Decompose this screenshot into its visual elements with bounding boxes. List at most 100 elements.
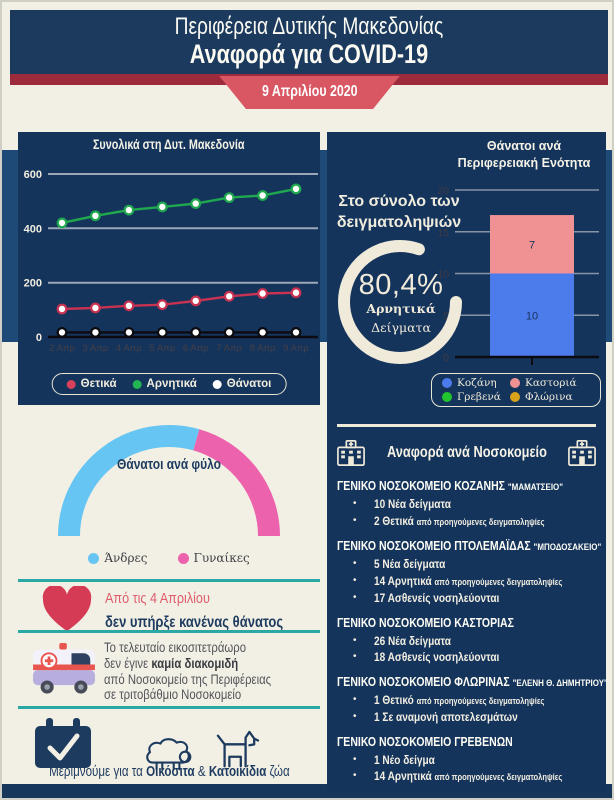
legend-dot (66, 379, 76, 389)
transfer-line2: δεν έγινε (104, 655, 152, 671)
legend-dot (212, 379, 222, 389)
section-divider (337, 424, 596, 427)
bar-chart-title: Θάνατοι ανά Περιφερειακή Ενότητα (457, 139, 591, 170)
hospital-name: ΓΕΝΙΚΟ ΝΟΣΟΚΟΜΕΙΟ ΦΛΩΡΙΝΑΣ "ΕΛΕΝΗ Θ. ΔΗΜ… (337, 674, 608, 689)
sheep-icon (146, 738, 192, 771)
legend-label: Γυναίκες (193, 551, 250, 565)
gauge-legend: Άνδρες Γυναίκες (18, 551, 320, 565)
hospital-stat: • 18 Ασθενείς νοσηλεύονται (337, 649, 599, 666)
x-tick-label: 9 Απρ (283, 343, 309, 354)
legend-label: Θάνατοι (226, 378, 272, 390)
y-tick-label: 5 (443, 310, 449, 322)
line-chart: 0 200 400 600 2 Απρ 3 Απρ 4 Απρ 5 Απρ 6 Απρ 7 Απρ… (24, 169, 318, 354)
teal-divider (18, 630, 320, 633)
x-tick-label: 4 Απρ (116, 343, 142, 354)
bullet-dot: • (353, 651, 357, 662)
legend-item: Άνδρες (88, 551, 148, 565)
ambulance-icon (33, 642, 95, 694)
donut-chart (338, 240, 462, 364)
legend-dot (88, 552, 100, 564)
line-chart-legend: Θετικά Αρνητικά Θάνατοι (51, 373, 287, 395)
gauge-title: Θάνατοι ανά φύλο (117, 456, 221, 473)
y-tick-label: 0 (443, 352, 449, 364)
stat-value: 10 Νέα δείγματα (374, 497, 451, 511)
calendar-check-icon (35, 718, 91, 768)
data-point (123, 300, 135, 312)
teal-divider (18, 579, 320, 582)
bar-value-label: 7 (529, 239, 535, 251)
legend-item: Γρεβενά (442, 391, 510, 403)
bullet-dot: • (353, 558, 357, 569)
transfer-line3: από Νοσοκομείο της Περιφέρειας (104, 671, 272, 687)
stat-value: 1 Σε αναμονή αποτελεσμάτων (374, 710, 518, 724)
data-point (123, 204, 135, 216)
hospital-annex-name: "ΕΛΕΝΗ Θ. ΔΗΜΗΤΡΙΟΥ" (512, 677, 608, 689)
data-point (223, 290, 235, 302)
hospital-stat: • 17 Ασθενείς νοσηλεύονται (337, 590, 599, 607)
hospital-stat: • 1 Σε αναμονή αποτελεσμάτων (337, 709, 599, 726)
y-tick-label: 200 (24, 278, 42, 290)
hospital-stat: • 10 Νέα δείγματα (337, 496, 599, 513)
hospital-annex-name: "ΜΠΟΔΟΣΑΚΕΙΟ" (533, 542, 602, 553)
data-point (290, 326, 302, 338)
series-line (61, 187, 297, 225)
hospital-name: ΓΕΝΙΚΟ ΝΟΣΟΚΟΜΕΙΟ ΓΡΕΒΕΝΩΝ (337, 734, 513, 749)
stat-value: 18 Ασθενείς νοσηλεύονται (374, 650, 500, 664)
series-line (61, 291, 297, 311)
data-point (89, 210, 101, 222)
legend-label: Άνδρες (104, 551, 148, 565)
legend-dot (510, 378, 520, 388)
data-point (89, 326, 101, 338)
header: Περιφέρεια Δυτικής Μακεδονίας Αναφορά γι… (10, 10, 608, 74)
hospital-entry: ΓΕΝΙΚΟ ΝΟΣΟΚΟΜΕΙΟ ΓΡΕΒΕΝΩΝ • 1 Νέο δείγμα •… (337, 735, 599, 786)
data-point (257, 288, 269, 299)
bullet-dot: • (353, 770, 357, 781)
negative-percentage: 80,4% (358, 269, 444, 301)
legend-dot (132, 379, 142, 389)
dog-icon (216, 730, 260, 768)
hospital-entry: ΓΕΝΙΚΟ ΝΟΣΟΚΟΜΕΙΟ ΠΤΟΛΕΜΑΪΔΑΣ "ΜΠΟΔΟΣΑΚΕ… (337, 539, 602, 607)
bar-segment (490, 273, 574, 357)
legend-label: Κοζάνη (457, 377, 497, 389)
stat-value: 1 Θετικό (374, 692, 417, 707)
hospital-stat: • 2 Θετικά από προηγούμενες δειγματοληψίε… (337, 513, 599, 531)
stat-value: 26 Νέα δείγματα (374, 633, 451, 648)
x-tick-label: 5 Απρ (149, 343, 175, 354)
y-tick-label: 600 (24, 169, 42, 181)
y-tick-label: 20 (437, 185, 449, 197)
data-point (257, 326, 269, 338)
hospital-stat: • 14 Αρνητικά από προηγούμενες δειγματολη… (337, 573, 599, 591)
hospital-stat: • 26 Νέα δείγματα (337, 633, 599, 650)
legend-dot (510, 392, 520, 402)
donut-sublabel-2: Δείγματα (371, 320, 431, 336)
bullet-dot: • (353, 711, 357, 722)
legend-label: Φλώρινα (525, 391, 573, 403)
bar-chart-legend: Κοζάνη Καστοριά Γρεβενά Φλώρινα (431, 373, 601, 407)
hospital-annex-name: "ΜΑΜΑΤΣΕΙΟ" (507, 482, 564, 493)
stat-value: 14 Αρνητικά (374, 769, 435, 783)
legend-item: Φλώρινα (510, 391, 590, 403)
hospital-name: ΓΕΝΙΚΟ ΝΟΣΟΚΟΜΕΙΟ ΠΤΟΛΕΜΑΪΔΑΣ "ΜΠΟΔΟΣΑΚΕ… (337, 539, 602, 553)
teal-divider (18, 706, 320, 709)
bullet-dot: • (353, 498, 357, 509)
transfer-line2-bold: καμία διακομιδή (151, 655, 239, 671)
heart-icon (42, 586, 92, 632)
stat-detail: από προηγούμενες δειγματοληψίες (416, 516, 545, 527)
data-point (290, 287, 302, 299)
data-point (223, 192, 235, 203)
totals-chart-panel: Συνολικά στη Δυτ. Μακεδονία 0 200 400 600 2 … (18, 132, 320, 405)
hospital-stat: • 1 Θετικό από προηγούμενες δειγματοληψίε… (337, 692, 599, 710)
x-tick-label: 2 Απρ (49, 343, 75, 354)
legend-label: Γρεβενά (457, 391, 501, 403)
gender-gauge-chart (58, 425, 280, 537)
stat-value: 17 Ασθενείς νοσηλεύονται (374, 591, 500, 605)
data-point (56, 217, 68, 229)
hospital-name: ΓΕΝΙΚΟ ΝΟΣΟΚΟΜΕΙΟ ΚΑΣΤΟΡΙΑΣ (337, 615, 514, 630)
x-tick-label: 3 Απρ (83, 343, 109, 354)
hospital-name: ΓΕΝΙΚΟ ΝΟΣΟΚΟΜΕΙΟ ΚΟΖΑΝΗΣ "ΜΑΜΑΤΣΕΙΟ" (337, 479, 564, 493)
line-chart-title: Συνολικά στη Δυτ. Μακεδονία (93, 137, 245, 152)
data-point (56, 326, 68, 338)
bullet-dot: • (353, 693, 357, 705)
stat-value: 14 Αρνητικά (374, 573, 435, 588)
